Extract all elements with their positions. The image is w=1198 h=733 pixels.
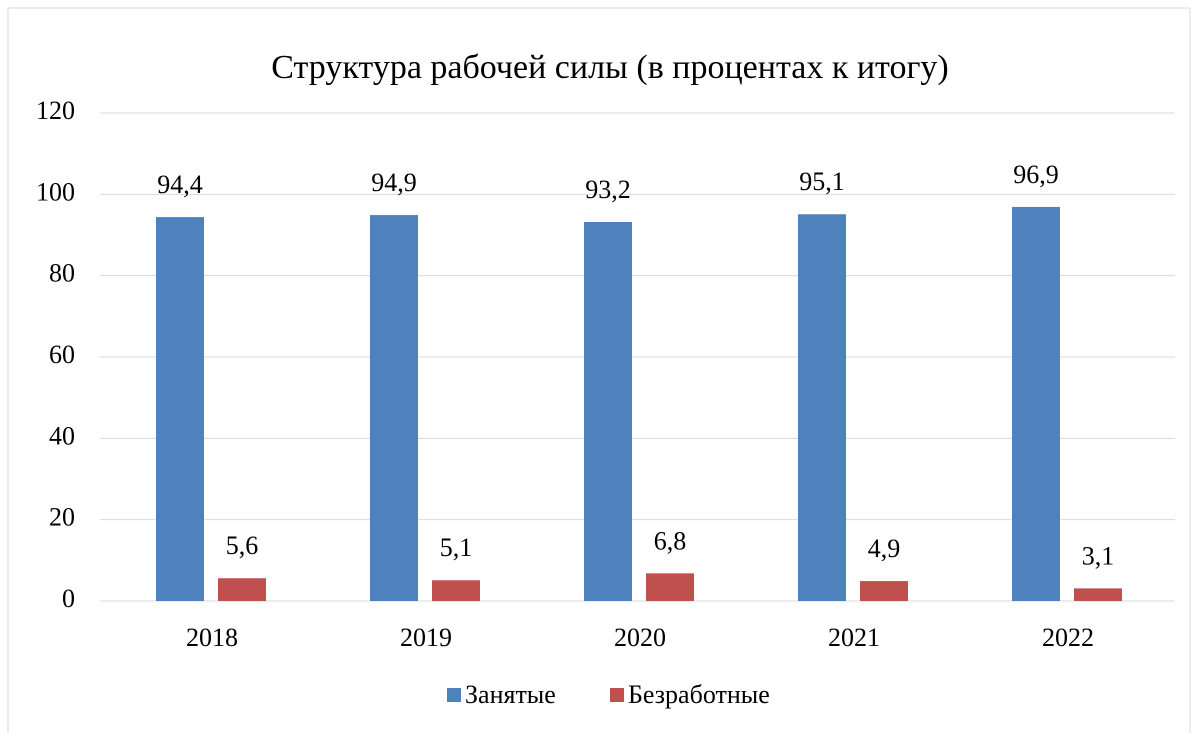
data-label: 96,9 — [1013, 160, 1059, 189]
data-label: 5,1 — [440, 533, 473, 562]
x-tick-label: 2021 — [828, 623, 880, 652]
data-label: 93,2 — [585, 175, 631, 204]
data-label: 94,4 — [157, 170, 203, 199]
y-tick-label: 60 — [49, 340, 75, 369]
y-tick-label: 80 — [49, 259, 75, 288]
x-tick-label: 2020 — [614, 623, 666, 652]
legend-label: Безработные — [628, 680, 770, 709]
y-tick-label: 40 — [49, 421, 75, 450]
legend-swatch — [610, 688, 624, 702]
x-tick-label: 2019 — [400, 623, 452, 652]
data-label: 94,9 — [371, 168, 417, 197]
bar — [584, 221, 632, 601]
legend-swatch — [447, 688, 461, 702]
bar — [370, 215, 418, 601]
y-tick-label: 0 — [62, 584, 75, 613]
y-tick-label: 120 — [36, 96, 75, 125]
data-label: 4,9 — [868, 534, 901, 563]
bar — [1074, 588, 1122, 601]
chart-title: Структура рабочей силы (в процентах к ит… — [271, 49, 948, 86]
bar — [798, 214, 846, 601]
bar — [156, 217, 204, 601]
x-tick-label: 2018 — [186, 623, 238, 652]
x-tick-label: 2022 — [1042, 623, 1094, 652]
data-label: 3,1 — [1082, 541, 1115, 570]
y-tick-label: 20 — [49, 503, 75, 532]
data-label: 95,1 — [799, 167, 845, 196]
bar — [218, 578, 266, 601]
bar — [1012, 206, 1060, 601]
data-label: 6,8 — [654, 526, 687, 555]
bar — [646, 573, 694, 601]
y-tick-label: 100 — [36, 177, 75, 206]
bar — [860, 581, 908, 601]
legend-label: Занятые — [465, 680, 556, 709]
data-label: 5,6 — [226, 531, 259, 560]
bar — [432, 580, 480, 601]
